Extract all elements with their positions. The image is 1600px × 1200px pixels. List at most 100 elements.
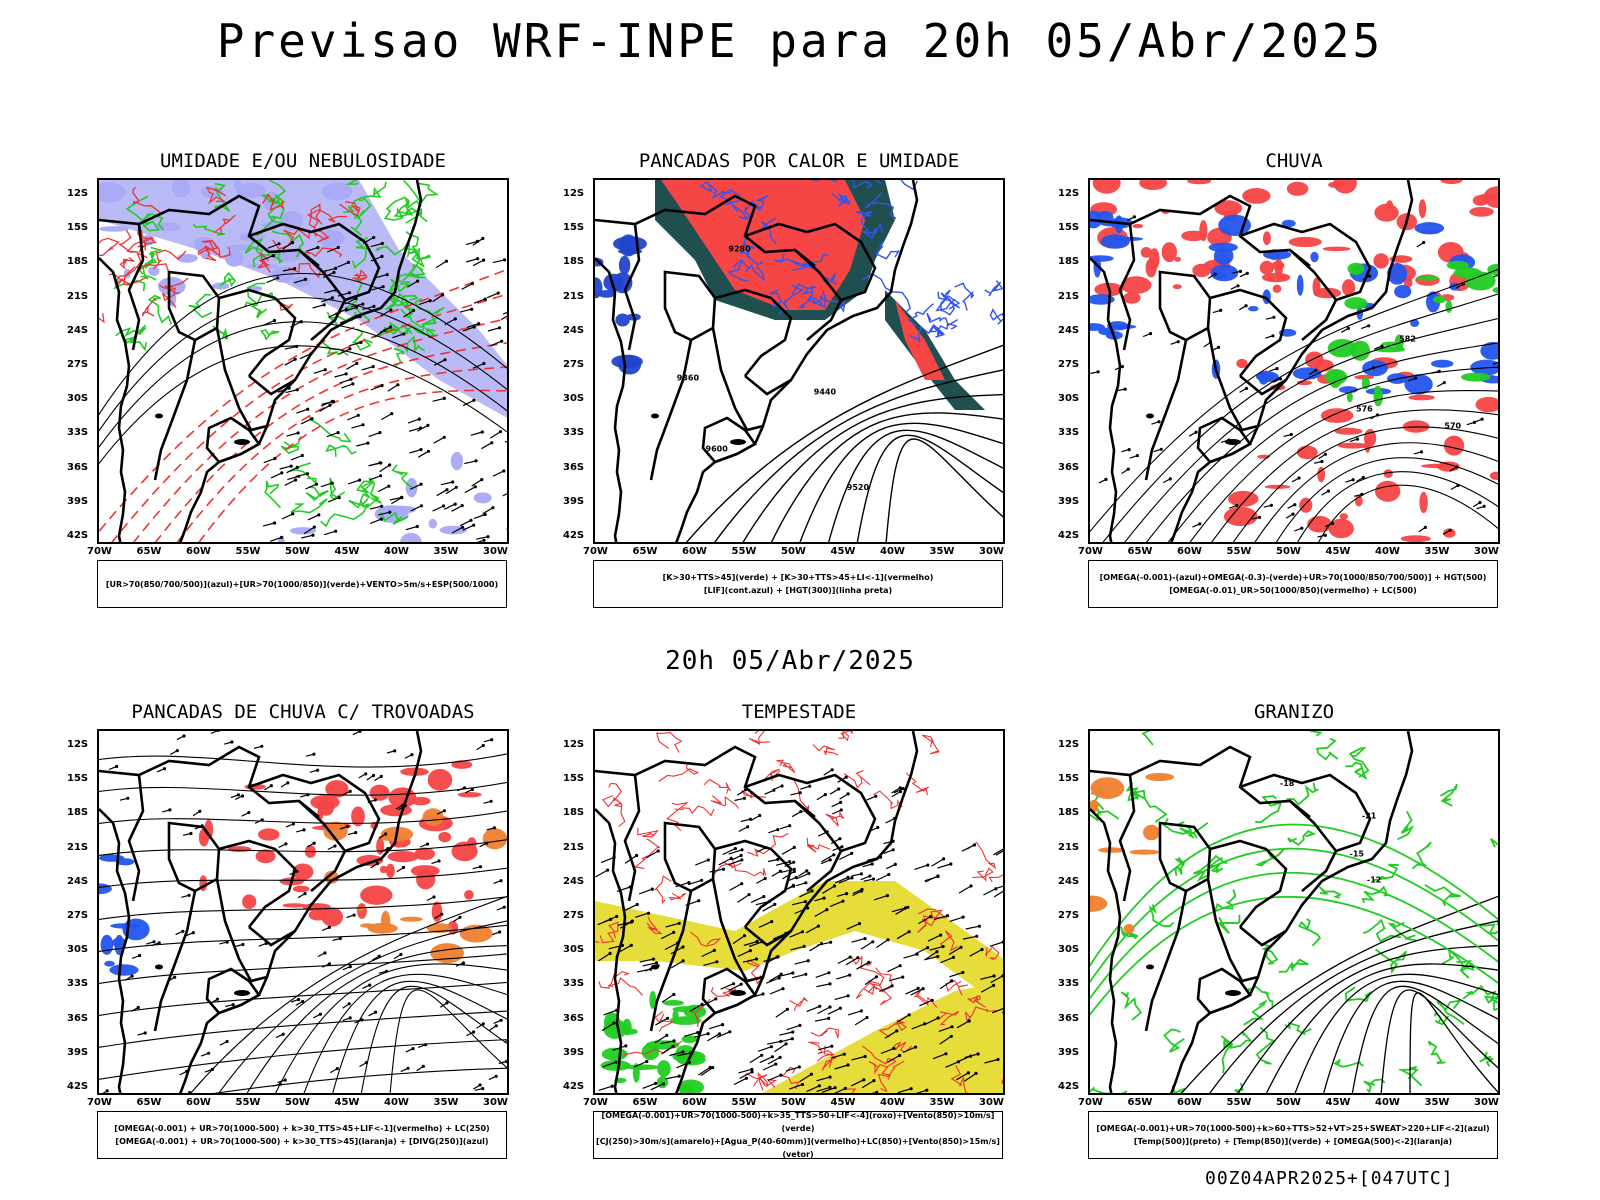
- legend-line: [OMEGA(-0.001)+UR>70(1000-500)+k>60+TTS>…: [1096, 1124, 1490, 1133]
- latitude-tick-label: 39S: [67, 495, 89, 507]
- latitude-tick-label: 12S: [563, 739, 585, 750]
- latitude-tick-label: 36S: [1058, 1012, 1080, 1024]
- latitude-tick-label: 21S: [67, 841, 89, 853]
- latitude-tick-label: 39S: [1058, 1046, 1080, 1058]
- latitude-tick-label: 33S: [67, 978, 89, 990]
- panel-legend: [OMEGA(-0.001)+UR>70(1000-500)+k>60+TTS>…: [1088, 1111, 1498, 1159]
- contour-label: 9360: [677, 374, 700, 383]
- longitude-tick-label: 50W: [285, 546, 310, 557]
- latitude-tick-label: 42S: [563, 530, 585, 541]
- legend-line: [OMEGA(-0.001)-(azul)+OMEGA(-0.3)-(verde…: [1099, 573, 1487, 582]
- longitude-tick-label: 40W: [384, 1097, 409, 1108]
- latitude-tick-label: 36S: [1058, 461, 1080, 473]
- longitude-tick-label: 60W: [186, 1097, 211, 1108]
- longitude-tick-label: 70W: [583, 1097, 608, 1108]
- longitude-tick-label: 40W: [880, 546, 905, 557]
- contour-label: -18: [1280, 779, 1295, 788]
- longitude-tick-label: 40W: [880, 1097, 905, 1108]
- longitude-tick-label: 45W: [334, 1097, 360, 1108]
- longitude-tick-label: 55W: [731, 546, 757, 557]
- longitude-tick-label: 50W: [781, 546, 806, 557]
- latitude-tick-label: 33S: [563, 427, 585, 439]
- contour-label: 9440: [814, 388, 837, 397]
- latitude-tick-label: 36S: [67, 461, 89, 473]
- latitude-tick-label: 39S: [563, 1046, 585, 1058]
- latitude-tick-label: 12S: [67, 739, 89, 750]
- panel-title: TEMPESTADE: [741, 701, 857, 723]
- latitude-tick-label: 15S: [67, 222, 89, 234]
- longitude-tick-label: 65W: [632, 546, 658, 557]
- forecast-map: -12 -15 -18 -21: [1088, 729, 1500, 1095]
- longitude-tick-label: 65W: [1127, 1097, 1153, 1108]
- legend-line: [OMEGA(-0.001) + UR>70(1000-500) + k>30_…: [115, 1137, 489, 1146]
- forecast-map: [97, 729, 509, 1095]
- latitude-tick-label: 27S: [1058, 910, 1080, 921]
- legend-line: [CJ(250)>30m/s](amarelo)+[Agua_P(40-60mm…: [596, 1137, 1000, 1159]
- latitude-tick-label: 15S: [563, 222, 585, 234]
- longitude-tick-label: 65W: [632, 1097, 658, 1108]
- longitude-tick-label: 60W: [682, 546, 707, 557]
- panel-legend: [OMEGA(-0.001) + UR>70(1000-500) + k>30_…: [97, 1111, 507, 1159]
- legend-line: [UR>70(850/700/500)](azul)+[UR>70(1000/8…: [105, 579, 499, 589]
- latitude-tick-label: 36S: [563, 461, 585, 473]
- longitude-tick-label: 60W: [1177, 1097, 1202, 1108]
- longitude-tick-label: 45W: [830, 546, 856, 557]
- latitude-tick-label: 21S: [67, 290, 89, 302]
- longitude-tick-label: 65W: [136, 546, 162, 557]
- longitude-tick-label: 45W: [830, 1097, 856, 1108]
- longitude-tick-label: 30W: [483, 1097, 508, 1108]
- longitude-tick-label: 35W: [929, 1097, 955, 1108]
- longitude-tick-label: 60W: [682, 1097, 707, 1108]
- longitude-tick-label: 35W: [433, 546, 459, 557]
- contour-label: 9600: [706, 444, 729, 453]
- longitude-tick-label: 40W: [1375, 546, 1400, 557]
- longitude-tick-label: 35W: [929, 546, 955, 557]
- contour-label: 9280: [728, 244, 751, 253]
- longitude-tick-label: 60W: [1177, 546, 1202, 557]
- legend-line: [OMEGA(-0.001) + UR>70(1000-500) + k>30_…: [114, 1124, 490, 1133]
- legend-line: [OMEGA(-0.001)+UR>70(1000-500)+k>35_TTS>…: [601, 1111, 995, 1133]
- longitude-tick-label: 30W: [483, 546, 508, 557]
- legend-line: [LIF](cont.azul) + [HGT(300)](linha pret…: [703, 586, 893, 595]
- latitude-tick-label: 27S: [1058, 359, 1080, 370]
- panel-title: UMIDADE E/OU NEBULOSIDADE: [160, 150, 446, 172]
- latitude-tick-label: 21S: [1058, 841, 1080, 853]
- panel-legend: [K>30+TTS>45](verde) + [K>30+TTS>45+LI<-…: [593, 560, 1003, 608]
- panel-title: PANCADAS DE CHUVA C/ TROVOADAS: [131, 701, 475, 723]
- longitude-tick-label: 70W: [87, 1097, 112, 1108]
- longitude-tick-label: 50W: [1276, 546, 1301, 557]
- latitude-tick-label: 27S: [563, 910, 585, 921]
- panel-title: GRANIZO: [1253, 701, 1335, 723]
- latitude-tick-label: 27S: [67, 910, 89, 921]
- latitude-tick-label: 18S: [563, 256, 585, 268]
- latitude-tick-label: 27S: [563, 359, 585, 370]
- latitude-tick-label: 30S: [563, 393, 585, 405]
- longitude-tick-label: 55W: [1226, 1097, 1252, 1108]
- panel-title: PANCADAS POR CALOR E UMIDADE: [638, 150, 960, 172]
- longitude-tick-label: 30W: [979, 546, 1004, 557]
- latitude-tick-label: 33S: [563, 978, 585, 990]
- latitude-tick-label: 30S: [1058, 944, 1080, 956]
- panel-legend: [OMEGA(-0.001)-(azul)+OMEGA(-0.3)-(verde…: [1088, 560, 1498, 608]
- latitude-tick-label: 21S: [563, 290, 585, 302]
- contour-label: 576: [1356, 404, 1373, 413]
- latitude-tick-label: 15S: [1058, 222, 1080, 234]
- latitude-tick-label: 39S: [1058, 495, 1080, 507]
- latitude-tick-label: 42S: [563, 1081, 585, 1092]
- longitude-tick-label: 30W: [1474, 1097, 1499, 1108]
- latitude-tick-label: 15S: [1058, 773, 1080, 785]
- latitude-tick-label: 33S: [67, 427, 89, 439]
- latitude-tick-label: 18S: [563, 807, 585, 819]
- forecast-map: [97, 178, 509, 544]
- longitude-tick-label: 45W: [1325, 1097, 1351, 1108]
- longitude-tick-label: 70W: [87, 546, 112, 557]
- longitude-tick-label: 40W: [1375, 1097, 1400, 1108]
- longitude-tick-label: 40W: [384, 546, 409, 557]
- contour-label: 582: [1399, 334, 1416, 343]
- latitude-tick-label: 12S: [1058, 739, 1080, 750]
- latitude-tick-label: 42S: [1058, 1081, 1080, 1092]
- panel-legend: [UR>70(850/700/500)](azul)+[UR>70(1000/8…: [97, 560, 507, 608]
- latitude-tick-label: 36S: [563, 1012, 585, 1024]
- latitude-tick-label: 12S: [563, 188, 585, 199]
- panel-title: CHUVA: [1265, 150, 1323, 172]
